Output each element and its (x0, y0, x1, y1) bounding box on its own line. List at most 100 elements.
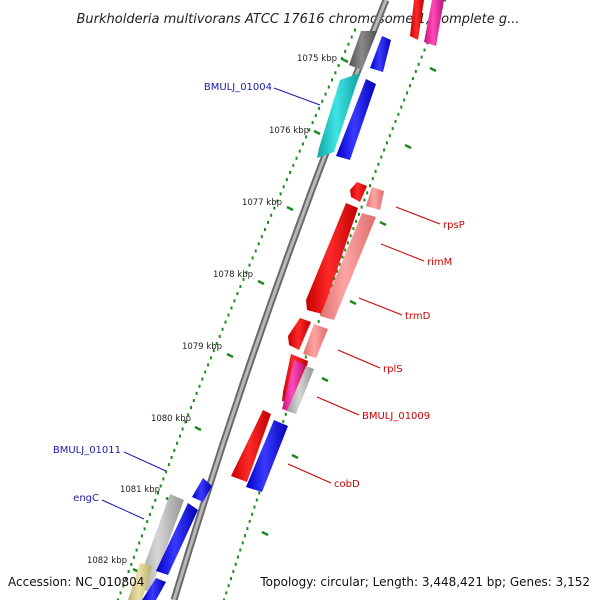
label-rpls[interactable]: rplS (383, 364, 403, 375)
gene-red-top[interactable] (410, 0, 424, 40)
label-bmulj-01009[interactable]: BMULJ_01009 (362, 411, 430, 422)
tick-dot (388, 134, 391, 138)
kbp-tick-mark (286, 205, 294, 212)
tick-dot (270, 213, 273, 217)
tick-dot (234, 562, 237, 566)
tick-dot (298, 149, 301, 153)
tick-dot (246, 527, 249, 531)
gene-pink-rpsp[interactable] (366, 187, 384, 210)
tick-dot (289, 171, 292, 174)
tick-dot (239, 548, 242, 552)
tick-dot (207, 363, 210, 367)
tick-dot (350, 35, 353, 39)
gene-rpls-red[interactable] (288, 318, 311, 350)
tick-dot (383, 148, 386, 152)
gene-blue-small[interactable] (192, 478, 212, 502)
tick-label: 1075 kbp (297, 54, 337, 64)
tick-dot (336, 269, 339, 273)
tick-dot (232, 569, 235, 573)
gene-grey-1009[interactable] (287, 366, 314, 414)
tick-dot (284, 412, 287, 416)
tick-dot (138, 541, 141, 545)
tick-dot (245, 270, 248, 274)
tick-dot (340, 57, 343, 60)
gene-dark-top[interactable] (349, 31, 377, 70)
tick-dot (236, 292, 239, 296)
gene-callout-lines (101, 87, 441, 520)
gene-rimm-red[interactable] (306, 203, 358, 314)
tick-dot (409, 84, 411, 88)
gene-pink-trmd[interactable] (320, 213, 376, 320)
kbp-tick-mark (349, 299, 357, 306)
label-rimm[interactable]: rimM (427, 257, 452, 268)
tick-dot (148, 513, 151, 516)
tick-dot (201, 377, 204, 381)
tick-label: 1078 kbp (213, 270, 253, 280)
tick-dot (305, 135, 308, 139)
tick-dot (308, 128, 311, 132)
tick-dot (248, 519, 251, 523)
gene-pink-rpls[interactable] (303, 324, 328, 358)
tick-dot (178, 434, 181, 438)
label-cobd[interactable]: cobD (334, 479, 360, 490)
gene-bmulj-01004[interactable] (317, 73, 360, 158)
gene-blue-1076[interactable] (336, 79, 376, 160)
tick-dot (377, 162, 380, 166)
tick-dot (143, 527, 146, 531)
tick-label: 1077 kbp (242, 198, 282, 208)
gene-blue-cobd[interactable] (246, 420, 288, 492)
tick-dot (357, 212, 360, 216)
gene-magenta-top[interactable] (424, 0, 444, 46)
kbp-tick-mark (429, 66, 437, 73)
gene-blue-engc[interactable] (156, 503, 198, 575)
tick-dot (146, 520, 149, 524)
accession-label: Accession: NC_010804 (8, 575, 144, 589)
tick-dot (354, 28, 356, 32)
kbp-tick-labels: 1075 kbp 1076 kbp 1077 kbp 1078 kbp 1079… (87, 54, 337, 566)
label-trmd[interactable]: trmD (405, 311, 431, 322)
tick-dot (130, 562, 133, 566)
gene-rpsp-red[interactable] (350, 182, 367, 202)
tick-label: 1079 kbp (182, 342, 222, 352)
tick-dot (132, 555, 135, 559)
tick-dot (338, 262, 341, 266)
label-bmulj-01004[interactable]: BMULJ_01004 (204, 82, 272, 93)
genes-outer-lane (128, 0, 444, 600)
tick-dot (204, 370, 207, 374)
map-title: Burkholderia multivorans ATCC 17616 chro… (77, 12, 520, 27)
tick-dot (190, 406, 192, 410)
tick-dot (385, 141, 388, 145)
tick-dot (223, 598, 225, 600)
gene-cobd-red[interactable] (231, 410, 271, 482)
tick-dot (122, 584, 125, 588)
gene-blue-bottom[interactable] (142, 578, 166, 600)
tick-dot (327, 85, 330, 89)
tick-dot (254, 249, 257, 253)
tick-dot (347, 42, 350, 46)
tick-dot (330, 284, 333, 288)
tick-dot (391, 127, 394, 131)
tick-dot (173, 448, 176, 452)
tick-dot (255, 498, 258, 502)
tick-label: 1081 kbp (120, 485, 160, 495)
tick-dot (411, 77, 414, 81)
tick-dot (414, 69, 417, 73)
label-bmulj-01011[interactable]: BMULJ_01011 (53, 445, 121, 456)
kbp-tick-mark (291, 453, 299, 460)
tick-dot (279, 192, 282, 196)
tick-dot (331, 78, 334, 82)
tick-dot (400, 105, 403, 109)
tick-dot (420, 55, 423, 59)
gene-magenta[interactable] (282, 360, 305, 411)
tick-dot (403, 98, 406, 102)
gene-blue-top[interactable] (370, 36, 391, 72)
label-engc[interactable]: engC (73, 493, 99, 504)
tick-dot (225, 591, 228, 595)
tick-dot (253, 505, 256, 509)
label-rpsp[interactable]: rpsP (443, 220, 465, 231)
tick-dot (124, 577, 127, 581)
tick-dot (237, 555, 239, 559)
gene-khaki[interactable] (128, 563, 152, 600)
tick-dot (239, 285, 242, 288)
tick-dot-rings (117, 0, 446, 600)
